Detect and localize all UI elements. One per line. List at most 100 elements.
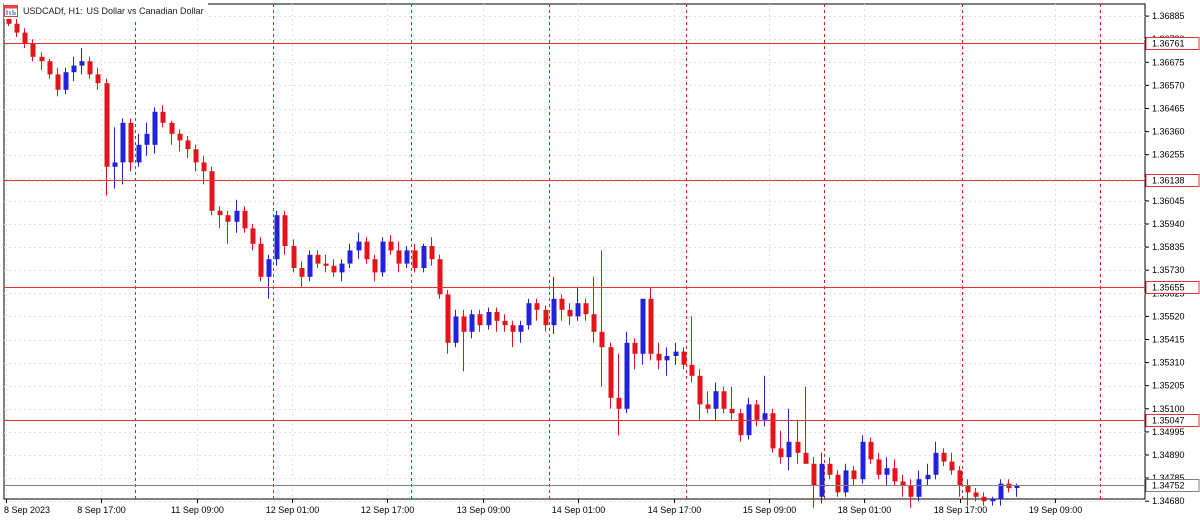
candle-bear <box>949 461 955 471</box>
candle-bull <box>486 312 492 326</box>
candle-bear <box>185 140 191 150</box>
candle-bear <box>705 404 711 409</box>
chart-window-icon <box>4 5 18 17</box>
candle-bull <box>136 144 142 163</box>
plot-area[interactable] <box>3 3 1146 500</box>
candle-bear <box>941 452 947 462</box>
candle-bull <box>526 303 532 326</box>
candle-bear <box>396 250 402 264</box>
candle-bear <box>876 459 882 475</box>
y-tick-label: 1.36465 <box>1152 104 1185 114</box>
candle-bear <box>242 210 248 229</box>
candle-bear <box>445 294 451 343</box>
candle-bear <box>608 347 614 398</box>
candle-bear <box>372 259 378 273</box>
y-tick-label: 1.36675 <box>1152 57 1185 67</box>
candle-bull <box>274 215 280 260</box>
candle-bear <box>160 111 166 123</box>
x-tick-label: 14 Sep 17:00 <box>648 505 702 515</box>
chart-symbol: USDCADf, H1: <box>23 6 83 16</box>
candle-bear <box>868 441 874 460</box>
candle-bull <box>786 441 792 458</box>
candle-bear <box>55 74 61 90</box>
level-price-box <box>1145 281 1200 294</box>
candle-bear <box>827 463 833 475</box>
candle-bear <box>616 397 622 409</box>
candle-bull <box>746 404 752 436</box>
candle-bull <box>673 351 679 356</box>
y-tick-label: 1.35730 <box>1152 265 1185 275</box>
candle-bear <box>95 74 101 84</box>
candle-bear <box>892 468 898 482</box>
y-tick-label: 1.36045 <box>1152 196 1185 206</box>
candle-bull <box>925 474 931 480</box>
level-price-box <box>1145 414 1200 427</box>
candle-bull <box>884 468 890 475</box>
candle-bear <box>632 342 638 354</box>
candle-bear <box>128 122 134 163</box>
x-tick-label: 12 Sep 01:00 <box>266 505 320 515</box>
y-tick-label: 1.34680 <box>1152 496 1185 506</box>
candle-bull <box>234 210 240 222</box>
candle-bear <box>534 303 540 310</box>
candle-bear <box>583 303 589 315</box>
chart-header: USDCADf, H1: US Dollar vs Canadian Dolla… <box>4 3 208 19</box>
current-price-box <box>1145 479 1200 492</box>
candle-bear <box>388 241 394 251</box>
x-tick-label: 11 Sep 09:00 <box>171 505 224 515</box>
candle-bear <box>87 61 93 75</box>
x-tick-label: 19 Sep 09:00 <box>1029 505 1083 515</box>
y-tick-label: 1.35415 <box>1152 335 1185 345</box>
candle-bull <box>120 122 126 163</box>
level-price-label: 1.36761 <box>1152 39 1185 49</box>
candle-bear <box>477 314 483 326</box>
candle-bull <box>819 463 825 497</box>
candle-bull <box>421 246 427 268</box>
candle-bear <box>323 263 329 266</box>
candle-bear <box>981 496 987 502</box>
y-tick-label: 1.36885 <box>1152 11 1185 21</box>
candle-bull <box>79 61 85 66</box>
candle-bear <box>697 375 703 405</box>
candle-bear <box>429 246 435 260</box>
y-tick-label: 1.36360 <box>1152 127 1185 137</box>
candle-bull <box>640 298 646 354</box>
y-tick-label: 1.34785 <box>1152 473 1185 483</box>
candle-bull <box>356 241 362 251</box>
level-price-box <box>1145 37 1200 50</box>
candle-bull <box>1014 485 1020 488</box>
candle-bear <box>315 254 321 264</box>
candle-bull <box>453 316 459 343</box>
candle-bull <box>266 259 272 277</box>
candle-bear <box>965 485 971 493</box>
candle-bear <box>900 481 906 486</box>
level-price-label: 1.35655 <box>1152 283 1185 293</box>
candle-bear <box>656 353 662 361</box>
level-price-box <box>1145 174 1200 187</box>
candle-bear <box>591 314 597 332</box>
x-tick-label: 14 Sep 01:00 <box>552 505 606 515</box>
candle-bear <box>973 492 979 497</box>
candle-bear <box>543 309 549 326</box>
candle-bull <box>933 452 939 475</box>
y-tick-label: 1.35940 <box>1152 219 1185 229</box>
candle-bear <box>510 325 516 332</box>
y-tick-label: 1.34890 <box>1152 450 1185 460</box>
candle-bear <box>104 83 110 167</box>
candle-bear <box>648 298 654 354</box>
candle-bear <box>729 408 735 414</box>
candle-bull <box>664 356 670 361</box>
candle-bull <box>575 303 581 317</box>
x-tick-label: 8 Sep 17:00 <box>77 505 126 515</box>
y-tick-label: 1.35835 <box>1152 242 1185 252</box>
candle-bear <box>754 404 760 420</box>
candle-bear <box>169 122 175 134</box>
candle-bear <box>795 441 801 453</box>
candle-bear <box>291 246 297 268</box>
y-tick-label: 1.36570 <box>1152 80 1185 90</box>
x-tick-label: 12 Sep 17:00 <box>361 505 415 515</box>
candle-bear <box>225 215 231 222</box>
candle-bear <box>835 474 841 493</box>
